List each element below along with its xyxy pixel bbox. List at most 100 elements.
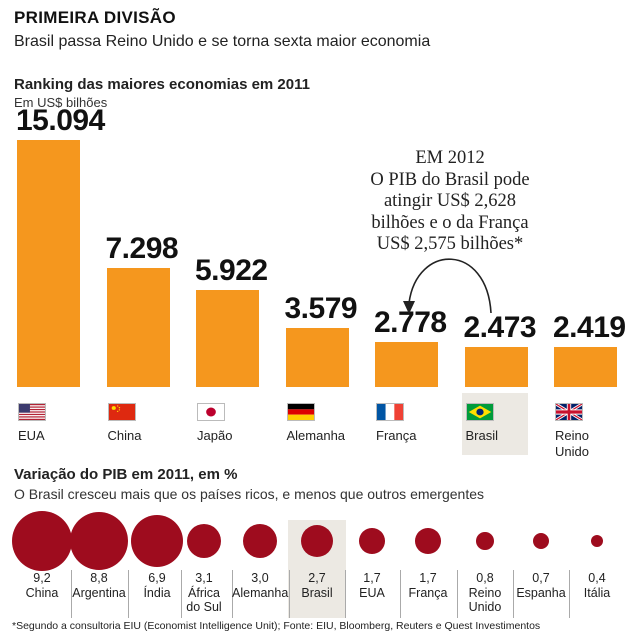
ranking-unit: Em US$ bilhões — [14, 95, 108, 110]
page-title: PRIMEIRA DIVISÃO — [14, 8, 176, 27]
bubble-india — [131, 515, 183, 567]
bar-category-label: França — [376, 428, 416, 444]
callout-line: atingir US$ 2,628 — [383, 191, 517, 211]
category-label-line: China — [107, 428, 142, 443]
bar-japao — [196, 290, 259, 387]
uk-flag-icon — [555, 403, 583, 421]
bubble-label-group: 1,7 França — [400, 571, 456, 600]
callout-line: bilhões e o da França — [371, 212, 529, 233]
category-label-line: EUA — [18, 428, 45, 443]
variation-title: Variação do PIB em 2011, em % — [14, 466, 238, 483]
bubble-label-group: 0,7 Espanha — [513, 571, 569, 600]
bar-value-label: 2.778 — [374, 305, 447, 339]
bubble-label-group: 6,9 Índia — [129, 571, 185, 600]
callout-line: US$ 2,575 bilhões* — [376, 234, 524, 254]
column-divider — [569, 570, 570, 618]
bubble-category-label: do Sul — [186, 600, 222, 614]
us-flag-icon — [18, 403, 46, 421]
footnote: *Segundo a consultoria EIU (Economist In… — [12, 620, 541, 632]
bubble-value-label: 9,2 — [33, 571, 51, 585]
bar-value-label: 7.298 — [105, 231, 179, 265]
bar-category-label: China — [108, 428, 142, 444]
bubble-value-label: 0,8 — [476, 571, 494, 585]
column-divider — [70, 570, 72, 618]
china-flag-icon — [107, 403, 136, 421]
bar-category-label: Brasil — [466, 428, 499, 444]
bar-category-label: Reino Unido — [555, 428, 589, 460]
bubble-category-label: China — [25, 585, 59, 600]
column-divider — [180, 570, 182, 618]
page-subtitle: Brasil passa Reino Unido e se torna sext… — [14, 33, 431, 50]
bubble-label-group: 9,2 China — [14, 571, 70, 600]
callout-2012: EM 2012 O PIB do Brasil pode atingir US$… — [340, 148, 560, 256]
column-divider — [513, 570, 514, 618]
japan-flag-icon — [197, 403, 225, 421]
column-divider — [288, 570, 290, 618]
france-flag-icon — [376, 403, 404, 421]
bar-category-label: Alemanha — [287, 428, 346, 444]
column-divider — [456, 570, 458, 618]
callout-line: O PIB do Brasil pode — [370, 169, 530, 190]
bubble-label-group: 3,0 Alemanha — [232, 571, 288, 600]
bubble-value-label: 0,7 — [532, 571, 550, 585]
column-divider — [400, 570, 401, 618]
category-label-line: França — [376, 428, 417, 443]
bubble-label-group: 2,7 Brasil — [289, 571, 345, 600]
bubble-reino-unido — [476, 532, 494, 550]
bubble-label-group: 3,1 África do Sul — [176, 571, 232, 615]
bar-value-label: 5.922 — [195, 254, 268, 288]
variation-subtitle: O Brasil cresceu mais que os países rico… — [14, 486, 484, 502]
bubble-category-label: África — [188, 585, 220, 600]
bubble-category-label: Reino — [468, 585, 502, 600]
bar-value-label: 3.579 — [284, 292, 358, 326]
bar-category-label: EUA — [18, 428, 45, 444]
bubble-value-label: 1,7 — [363, 571, 381, 585]
bubble-category-label: Brasil — [301, 585, 333, 600]
bubble-category-label: Itália — [583, 585, 611, 600]
bar-value-label: 2.473 — [463, 310, 537, 344]
ranking-title: Ranking das maiores economias em 2011 — [14, 76, 310, 93]
column-divider — [344, 570, 346, 618]
bubble-label-group: 1,7 EUA — [344, 571, 400, 600]
bubble-eua — [359, 528, 385, 554]
bubble-category-label: Unido — [468, 600, 502, 614]
category-label-line: Reino — [555, 428, 589, 443]
bubble-value-label: 1,7 — [419, 571, 437, 585]
bubble-category-label: Argentina — [72, 585, 126, 600]
column-divider — [128, 570, 129, 618]
bubble-label-group: 8,8 Argentina — [71, 571, 127, 600]
bubble-category-label: Alemanha — [232, 585, 289, 600]
bubble-label-group: 0,8 Reino Unido — [457, 571, 513, 615]
germany-flag-icon — [286, 403, 315, 421]
bubble-argentina — [69, 511, 129, 571]
bubble-alemanha — [242, 523, 278, 559]
bubble-category-label: EUA — [359, 585, 385, 600]
bar-eua — [17, 140, 80, 387]
bubble-value-label: 6,9 — [148, 571, 166, 585]
bubble-value-label: 2,7 — [308, 571, 326, 585]
bubble-value-label: 8,8 — [90, 571, 108, 585]
bubble-africa-do-sul — [186, 523, 222, 559]
bubble-category-label: França — [408, 585, 448, 600]
bubble-china — [12, 511, 72, 571]
bubble-espanha — [532, 532, 550, 550]
bubble-label-group: 0,4 Itália — [569, 571, 625, 600]
bar-category-label: Japão — [197, 428, 232, 444]
bubble-value-label: 3,1 — [195, 571, 213, 585]
category-label-line: Japão — [197, 428, 233, 443]
category-label-line: Unido — [555, 444, 589, 459]
bar-china — [106, 267, 170, 387]
bar-brasil — [464, 346, 528, 387]
bar-value-label: 2.419 — [553, 311, 626, 345]
bar-franca — [375, 341, 438, 387]
bubble-value-label: 0,4 — [588, 571, 606, 585]
category-label-line: Brasil — [465, 428, 499, 443]
bubble-franca — [415, 528, 441, 554]
bar-value-label: 15.094 — [16, 104, 105, 137]
brazil-flag-icon — [465, 403, 494, 421]
category-label-line: Alemanha — [286, 428, 346, 443]
bubble-italia — [590, 534, 604, 548]
bubble-category-label: Espanha — [516, 585, 566, 600]
bubble-category-label: Índia — [143, 585, 171, 600]
callout-line: EM 2012 — [415, 148, 485, 168]
